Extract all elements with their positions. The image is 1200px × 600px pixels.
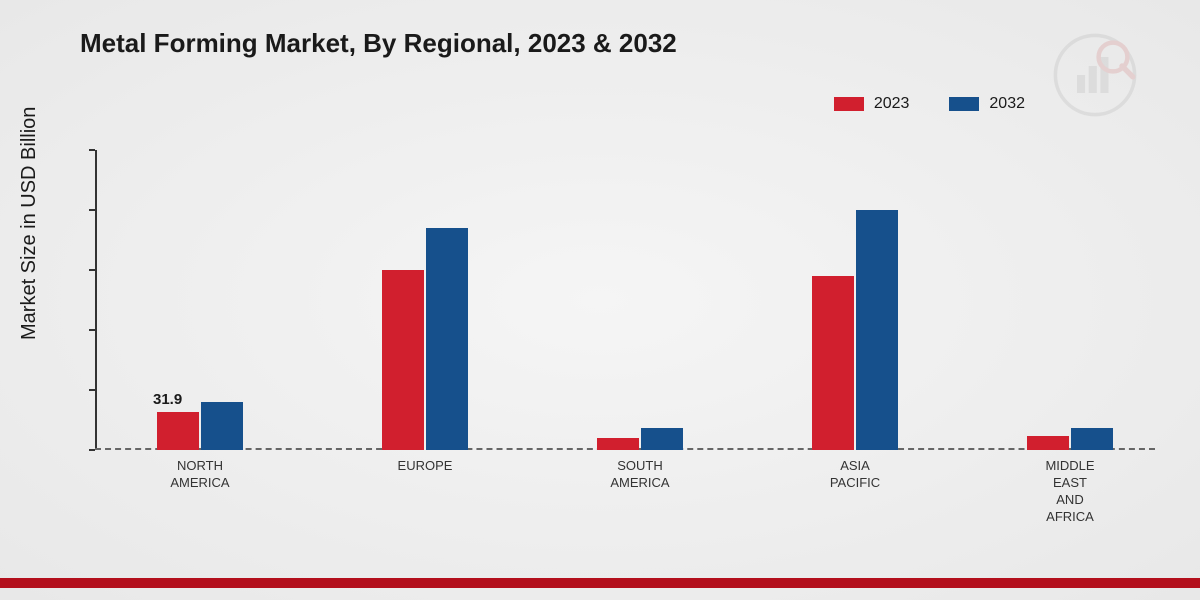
bar-group: NORTHAMERICA: [157, 402, 243, 450]
bar: [382, 270, 424, 450]
y-tick: [89, 449, 95, 451]
y-tick: [89, 269, 95, 271]
bar-group: ASIAPACIFIC: [812, 210, 898, 450]
x-category-label: SOUTHAMERICA: [570, 458, 710, 492]
x-category-label: NORTHAMERICA: [130, 458, 270, 492]
legend-item-2032: 2032: [949, 95, 1025, 113]
y-tick: [89, 209, 95, 211]
y-tick: [89, 389, 95, 391]
legend-label-2023: 2023: [874, 95, 910, 113]
bar: [157, 412, 199, 450]
x-category-label: EUROPE: [355, 458, 495, 475]
y-tick: [89, 149, 95, 151]
plot-area: NORTHAMERICA EUROPE SOUTHAMERICA ASIAPACIFI…: [95, 150, 1155, 450]
bar: [641, 428, 683, 450]
bar: [1027, 436, 1069, 450]
bar-group: SOUTHAMERICA: [597, 428, 683, 450]
y-tick: [89, 329, 95, 331]
bar: [856, 210, 898, 450]
x-category-label: ASIAPACIFIC: [785, 458, 925, 492]
legend-item-2023: 2023: [834, 95, 910, 113]
bar: [201, 402, 243, 450]
legend-swatch-2032: [949, 97, 979, 111]
x-category-label: MIDDLEEASTANDAFRICA: [1000, 458, 1140, 526]
chart-title: Metal Forming Market, By Regional, 2023 …: [80, 28, 677, 59]
bar: [1071, 428, 1113, 450]
data-label: 31.9: [153, 391, 182, 408]
bar-group: EUROPE: [382, 228, 468, 450]
legend-label-2032: 2032: [989, 95, 1025, 113]
bar: [597, 438, 639, 450]
legend: 2023 2032: [834, 95, 1025, 113]
footer-accent-bar: [0, 578, 1200, 588]
legend-swatch-2023: [834, 97, 864, 111]
bar-group: MIDDLEEASTANDAFRICA: [1027, 428, 1113, 450]
bar: [812, 276, 854, 450]
y-axis-line: [95, 150, 97, 450]
y-axis-label: Market Size in USD Billion: [18, 107, 41, 340]
bar: [426, 228, 468, 450]
brand-logo: [1050, 30, 1140, 120]
